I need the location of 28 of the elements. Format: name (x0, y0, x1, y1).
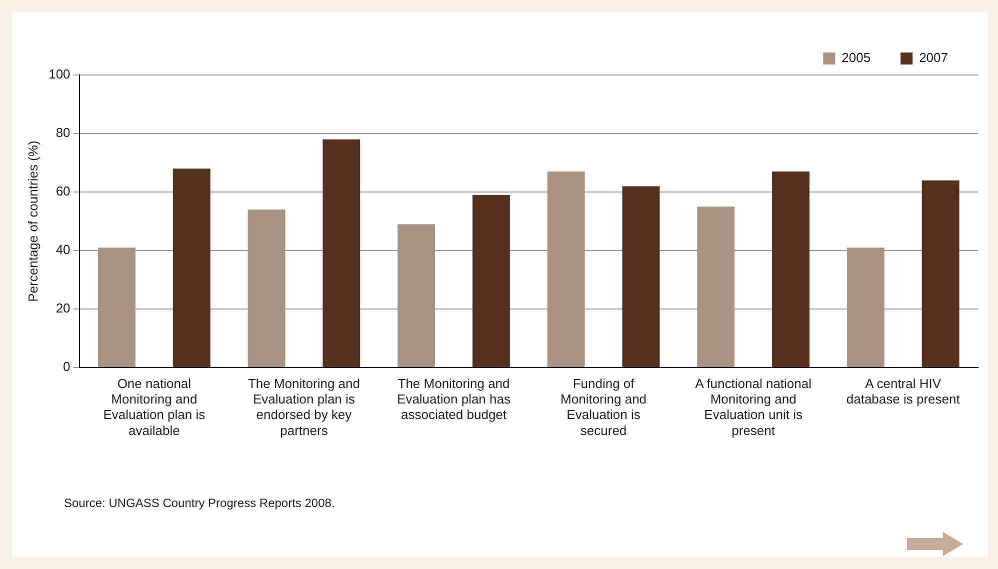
bar (922, 180, 960, 368)
bar (248, 210, 286, 368)
y-tick-label: 60 (56, 184, 70, 199)
x-tick-label: The Monitoring and Evaluation plan is endorsed by key partners (248, 376, 360, 438)
bar (172, 168, 210, 368)
bar (772, 172, 810, 368)
bar (622, 186, 660, 368)
x-tick-label: The Monitoring and Evaluation plan has associated budget (397, 376, 511, 422)
bar (697, 206, 735, 368)
bar (398, 224, 436, 368)
bar (472, 194, 510, 368)
bar (322, 139, 360, 368)
x-tick-label: One national Monitoring and Evaluation plan is available (103, 376, 206, 438)
source-note: Source: UNGASS Country Progress Reports 2008. (64, 496, 335, 510)
bar (846, 248, 884, 368)
y-tick-label: 100 (48, 66, 70, 82)
x-tick-label: Funding of Monitoring and Evaluation is secured (560, 376, 647, 438)
y-axis-title: Percentage of countries (%) (25, 140, 40, 302)
legend-label: 2007 (919, 50, 948, 66)
y-tick-label: 20 (56, 300, 70, 316)
x-tick-label: A central HIV database is present (846, 376, 960, 407)
legend-label: 2005 (842, 50, 871, 66)
y-tick-label: 80 (56, 125, 70, 140)
x-tick-label: A functional national Monitoring and Evaluation unit is present (695, 376, 812, 438)
y-tick-label: 0 (63, 359, 70, 374)
bar (98, 248, 136, 368)
y-tick-label: 40 (56, 242, 70, 258)
bar (547, 172, 585, 368)
